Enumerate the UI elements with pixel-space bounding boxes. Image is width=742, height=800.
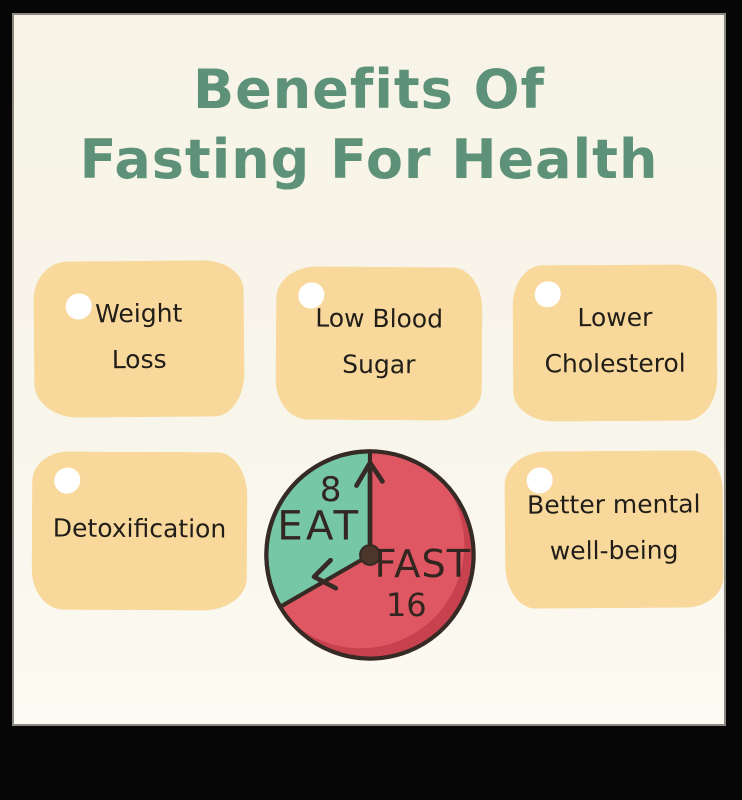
clock-hand-up-arrowhead-icon (354, 460, 385, 488)
clock-fast-hours: 16 (386, 586, 427, 624)
title-line-1: Benefits Of (192, 58, 545, 121)
poster-title: Benefits Of Fasting For Health (14, 55, 724, 195)
benefit-card-low-blood-sugar: Low Blood Sugar (275, 266, 483, 421)
benefit-line: Better mental (527, 488, 701, 520)
benefit-line: Loss (111, 344, 167, 375)
benefit-label: Better mental well-being (527, 481, 701, 578)
poster-content: Benefits Of Fasting For Health Weight Lo… (12, 13, 726, 726)
benefit-label: Lower Cholesterol (544, 295, 686, 392)
benefit-line: Sugar (342, 349, 416, 379)
benefit-line: Low Blood (315, 303, 444, 333)
benefit-card-detoxification: Detoxification (31, 451, 248, 611)
benefit-line: Lower (577, 302, 653, 333)
benefit-line: Weight (95, 298, 183, 329)
benefit-label: Weight Loss (95, 291, 183, 388)
benefit-label: Detoxification (53, 506, 227, 557)
clock-center-pin (359, 544, 381, 566)
clock-eat-label: EAT (277, 501, 361, 549)
benefit-card-lower-cholesterol: Lower Cholesterol (512, 264, 718, 422)
benefit-label: Low Blood Sugar (315, 295, 443, 392)
clock-fast-label: FAST (375, 542, 472, 587)
clock-outline (264, 449, 476, 661)
clock-hand-eat-arrowhead-icon (311, 557, 339, 591)
fasting-clock: 8 EAT FAST 16 (264, 449, 476, 661)
benefit-line: well-being (549, 535, 679, 565)
benefit-line: Detoxification (52, 513, 227, 544)
title-line-2: Fasting For Health (79, 128, 659, 191)
card-corner-dot (65, 293, 92, 320)
benefit-line: Cholesterol (544, 348, 686, 379)
benefit-card-weight-loss: Weight Loss (33, 260, 245, 418)
card-corner-dot (54, 467, 81, 494)
benefit-card-better-mental-well-being: Better mental well-being (504, 450, 724, 609)
clock-eat-hours: 8 (320, 470, 342, 510)
